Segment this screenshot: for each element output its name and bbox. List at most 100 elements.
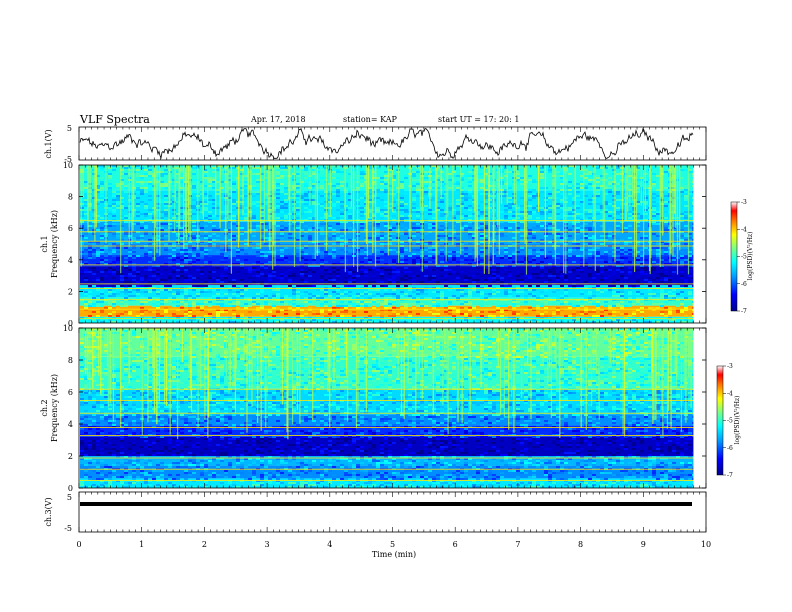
spectrogram-cell [364,271,368,273]
spectrogram-cell [276,297,280,299]
spectrogram-cell [80,241,84,243]
spectrogram-cell [184,243,188,245]
spectrogram-cell [376,289,380,291]
spectrogram-cell [468,301,472,303]
spectrogram-cell [432,261,436,263]
spectrogram-cell [180,181,184,183]
spectrogram-cell [280,275,284,277]
spectrogram-cell [188,247,192,249]
spectrogram-cell [456,203,460,205]
spectrogram-cell [368,301,372,303]
spectrogram-cell [376,209,380,211]
spectrogram-cell [120,291,124,293]
spectrogram-cell [600,271,604,273]
spectrogram-cell [204,301,208,303]
spectrogram-cell [152,265,156,267]
spectrogram-cell [488,257,492,259]
spectrogram-cell [192,199,196,201]
spectrogram-cell [448,303,452,305]
spectrogram-cell [320,265,324,267]
spectrogram-cell [516,241,520,243]
spectrogram-cell [156,167,160,169]
spectrogram-cell [500,211,504,213]
spectrogram-cell [492,275,496,277]
spectrogram-cell [416,215,420,217]
spectrogram-cell [336,195,340,197]
spectrogram-cell [636,191,640,193]
spectrogram-cell [656,197,660,199]
spectrogram-cell [644,235,648,237]
spectrogram-cell [616,293,620,295]
spectrogram-cell [296,229,300,231]
spectrogram-cell [232,189,236,191]
spectrogram-cell [240,199,244,201]
spectrogram-cell [224,277,228,279]
spectrogram-cell [228,305,232,307]
spectrogram-cell [336,169,340,171]
spectrogram-cell [668,279,672,281]
spectrogram-cell [272,267,276,269]
spectrogram-cell [664,277,668,279]
spectrogram-cell [156,293,160,295]
spectrogram-cell [512,279,516,281]
spectrogram-cell [340,191,344,193]
spectrogram-cell [248,185,252,187]
spectrogram-cell [140,221,144,223]
spectrogram-cell [556,255,560,257]
spectrogram-cell [240,265,244,267]
spectrogram-cell [172,289,176,291]
spectrogram-cell [352,297,356,299]
spectrogram-cell [332,301,336,303]
spectrogram-cell [372,175,376,177]
spectrogram-cell [552,301,556,303]
spectrogram-cell [112,165,116,167]
spectrogram-cell [120,169,124,171]
spectrogram-cell [252,223,256,225]
spectrogram-cell [564,277,568,279]
spectrogram-cell [400,251,404,253]
spectrogram-cell [464,249,468,251]
spectrogram-cell [204,193,208,195]
spectrogram-cell [504,215,508,217]
spectrogram-cell [548,197,552,199]
spectrogram-cell [380,251,384,253]
spectrogram-cell [504,211,508,213]
spectrogram-cell [660,225,664,227]
spectrogram-cell [176,301,180,303]
spectrogram-cell [400,279,404,281]
spectrogram-cell [312,183,316,185]
spectrogram-cell [208,195,212,197]
spectrogram-cell [232,201,236,203]
spectrogram-cell [380,183,384,185]
spectrogram-cell [424,301,428,303]
spectrogram-cell [272,269,276,271]
spectrogram-cell [584,219,588,221]
spectrogram-cell [436,179,440,181]
spectrogram-cell [228,227,232,229]
spectrogram-cell [616,183,620,185]
spectrogram-cell [228,253,232,255]
spectrogram-cell [264,167,268,169]
spectrogram-cell [132,257,136,259]
spectrogram-cell [180,227,184,229]
spectrogram-cell [272,289,276,291]
spectrogram-cell [548,171,552,173]
spectrogram-cell [80,197,84,199]
spectrogram-cell [456,289,460,291]
spectrogram-cell [216,179,220,181]
spectrogram-cell [452,217,456,219]
spectrogram-cell [208,263,212,265]
spectrogram-cell [208,215,212,217]
spectrogram-cell [576,255,580,257]
spectrogram-cell [208,181,212,183]
spectrogram-cell [356,301,360,303]
spectrogram-cell [132,279,136,281]
spectrogram-cell [228,199,232,201]
spectrogram-cell [612,197,616,199]
spectrogram-cell [480,287,484,289]
spectrogram-cell [264,257,268,259]
spectrogram-cell [492,281,496,283]
spectrogram-cell [276,197,280,199]
spectrogram-cell [128,235,132,237]
spectrogram-cell [240,263,244,265]
